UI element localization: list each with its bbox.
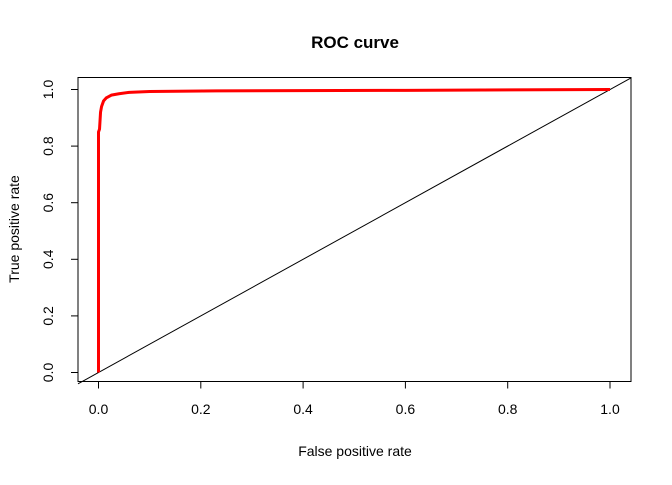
y-tick-label: 0.0 xyxy=(40,363,56,383)
x-tick-label: 0.0 xyxy=(89,401,109,417)
chart-title: ROC curve xyxy=(311,33,399,52)
y-tick-label: 0.6 xyxy=(40,193,56,213)
series-roc-line xyxy=(97,88,611,373)
x-tick-label: 0.6 xyxy=(396,401,416,417)
y-axis-label: True positive rate xyxy=(6,175,22,283)
y-tick-label: 0.4 xyxy=(40,249,56,269)
x-axis-label: False positive rate xyxy=(298,443,412,459)
y-tick-label: 1.0 xyxy=(40,80,56,100)
x-tick-label: 0.8 xyxy=(498,401,518,417)
plot-box xyxy=(77,77,632,382)
y-tick-label: 0.2 xyxy=(40,306,56,326)
series-diagonal-line xyxy=(77,77,632,385)
x-tick-label: 0.4 xyxy=(293,401,313,417)
y-tick-label: 0.8 xyxy=(40,136,56,156)
x-tick-label: 1.0 xyxy=(600,401,620,417)
x-tick-label: 0.2 xyxy=(191,401,211,417)
